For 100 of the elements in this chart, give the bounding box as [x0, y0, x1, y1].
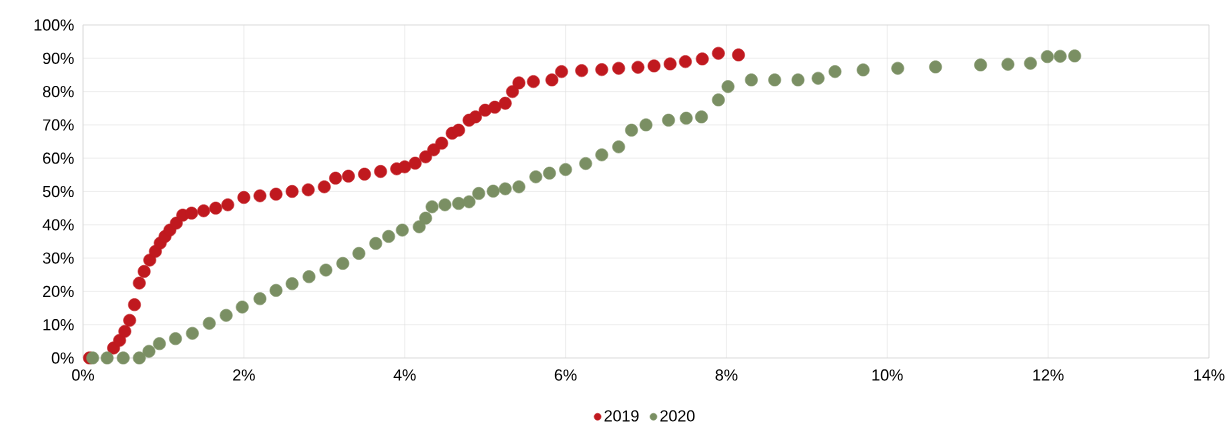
point	[209, 201, 223, 215]
point	[452, 123, 466, 137]
point	[1001, 57, 1015, 71]
point	[137, 265, 151, 278]
point	[153, 337, 166, 351]
point	[1024, 56, 1037, 70]
point	[555, 65, 568, 79]
point	[435, 136, 449, 150]
point	[498, 182, 512, 196]
point	[543, 166, 556, 180]
point	[285, 277, 299, 291]
point	[662, 113, 675, 127]
point	[595, 63, 609, 77]
point	[123, 313, 137, 327]
point	[647, 59, 661, 73]
point	[398, 160, 412, 174]
point	[639, 118, 653, 132]
point	[352, 247, 366, 260]
point	[929, 60, 942, 74]
x-tick-label: 12%	[1033, 369, 1064, 381]
point	[856, 63, 870, 77]
x-tick-label: 6%	[554, 369, 577, 381]
point	[462, 195, 476, 209]
point	[711, 46, 725, 60]
point	[369, 237, 383, 250]
point	[711, 93, 725, 107]
point	[498, 96, 512, 110]
x-tick-label: 4%	[393, 369, 416, 381]
point	[221, 198, 235, 212]
point	[219, 308, 233, 322]
point	[575, 64, 589, 78]
point	[1040, 50, 1054, 64]
legend-label: 2020	[660, 410, 695, 422]
point	[612, 61, 626, 75]
point	[419, 211, 433, 225]
point	[631, 60, 645, 74]
point	[419, 150, 433, 164]
point	[732, 48, 745, 62]
point	[143, 253, 157, 267]
point	[235, 300, 249, 314]
point	[185, 326, 199, 340]
y-tick-label: 20%	[43, 285, 74, 298]
y-tick-label: 0%	[51, 352, 74, 364]
point	[472, 187, 486, 200]
point	[595, 148, 609, 162]
point	[478, 103, 492, 117]
point	[625, 123, 638, 137]
point	[408, 156, 422, 170]
point	[285, 185, 299, 198]
point	[612, 140, 626, 154]
x-tick-label: 0%	[72, 369, 94, 381]
point	[559, 163, 572, 176]
point	[545, 73, 559, 87]
point	[269, 187, 283, 201]
x-tick-label: 14%	[1194, 369, 1225, 381]
point	[253, 189, 267, 203]
point	[317, 180, 331, 194]
point	[395, 223, 409, 237]
point	[695, 52, 709, 66]
y-tick-label: 10%	[43, 319, 74, 331]
point	[527, 75, 540, 88]
point	[469, 110, 482, 124]
y-tick-label: 100%	[34, 19, 74, 31]
point	[828, 65, 842, 79]
point	[695, 110, 708, 124]
point	[412, 220, 426, 234]
point	[382, 230, 396, 243]
point	[452, 197, 466, 210]
point	[336, 257, 350, 270]
point	[132, 276, 146, 290]
point	[438, 198, 452, 212]
point	[185, 206, 198, 220]
point	[237, 191, 251, 204]
y-tick-label: 60%	[43, 152, 74, 164]
y-tick-label: 70%	[43, 119, 74, 131]
point	[488, 100, 502, 114]
point	[529, 170, 543, 184]
point	[100, 351, 114, 365]
point	[1053, 49, 1067, 63]
point	[512, 180, 526, 194]
point	[811, 71, 825, 85]
point	[301, 183, 315, 197]
point	[358, 167, 371, 181]
point	[1068, 49, 1082, 63]
point	[169, 332, 182, 346]
point	[791, 73, 805, 87]
point	[427, 143, 441, 157]
y-tick-label: 50%	[42, 185, 74, 198]
point	[663, 57, 677, 71]
point	[197, 204, 211, 218]
point	[891, 61, 905, 75]
y-tick-label: 30%	[42, 252, 74, 264]
point	[253, 292, 267, 306]
y-tick-label: 80%	[42, 85, 74, 98]
point	[374, 165, 387, 178]
point	[506, 85, 519, 98]
point	[579, 157, 593, 170]
y-tick-label: 40%	[42, 219, 74, 231]
legend-label: 2019	[604, 410, 639, 422]
point	[128, 298, 141, 312]
